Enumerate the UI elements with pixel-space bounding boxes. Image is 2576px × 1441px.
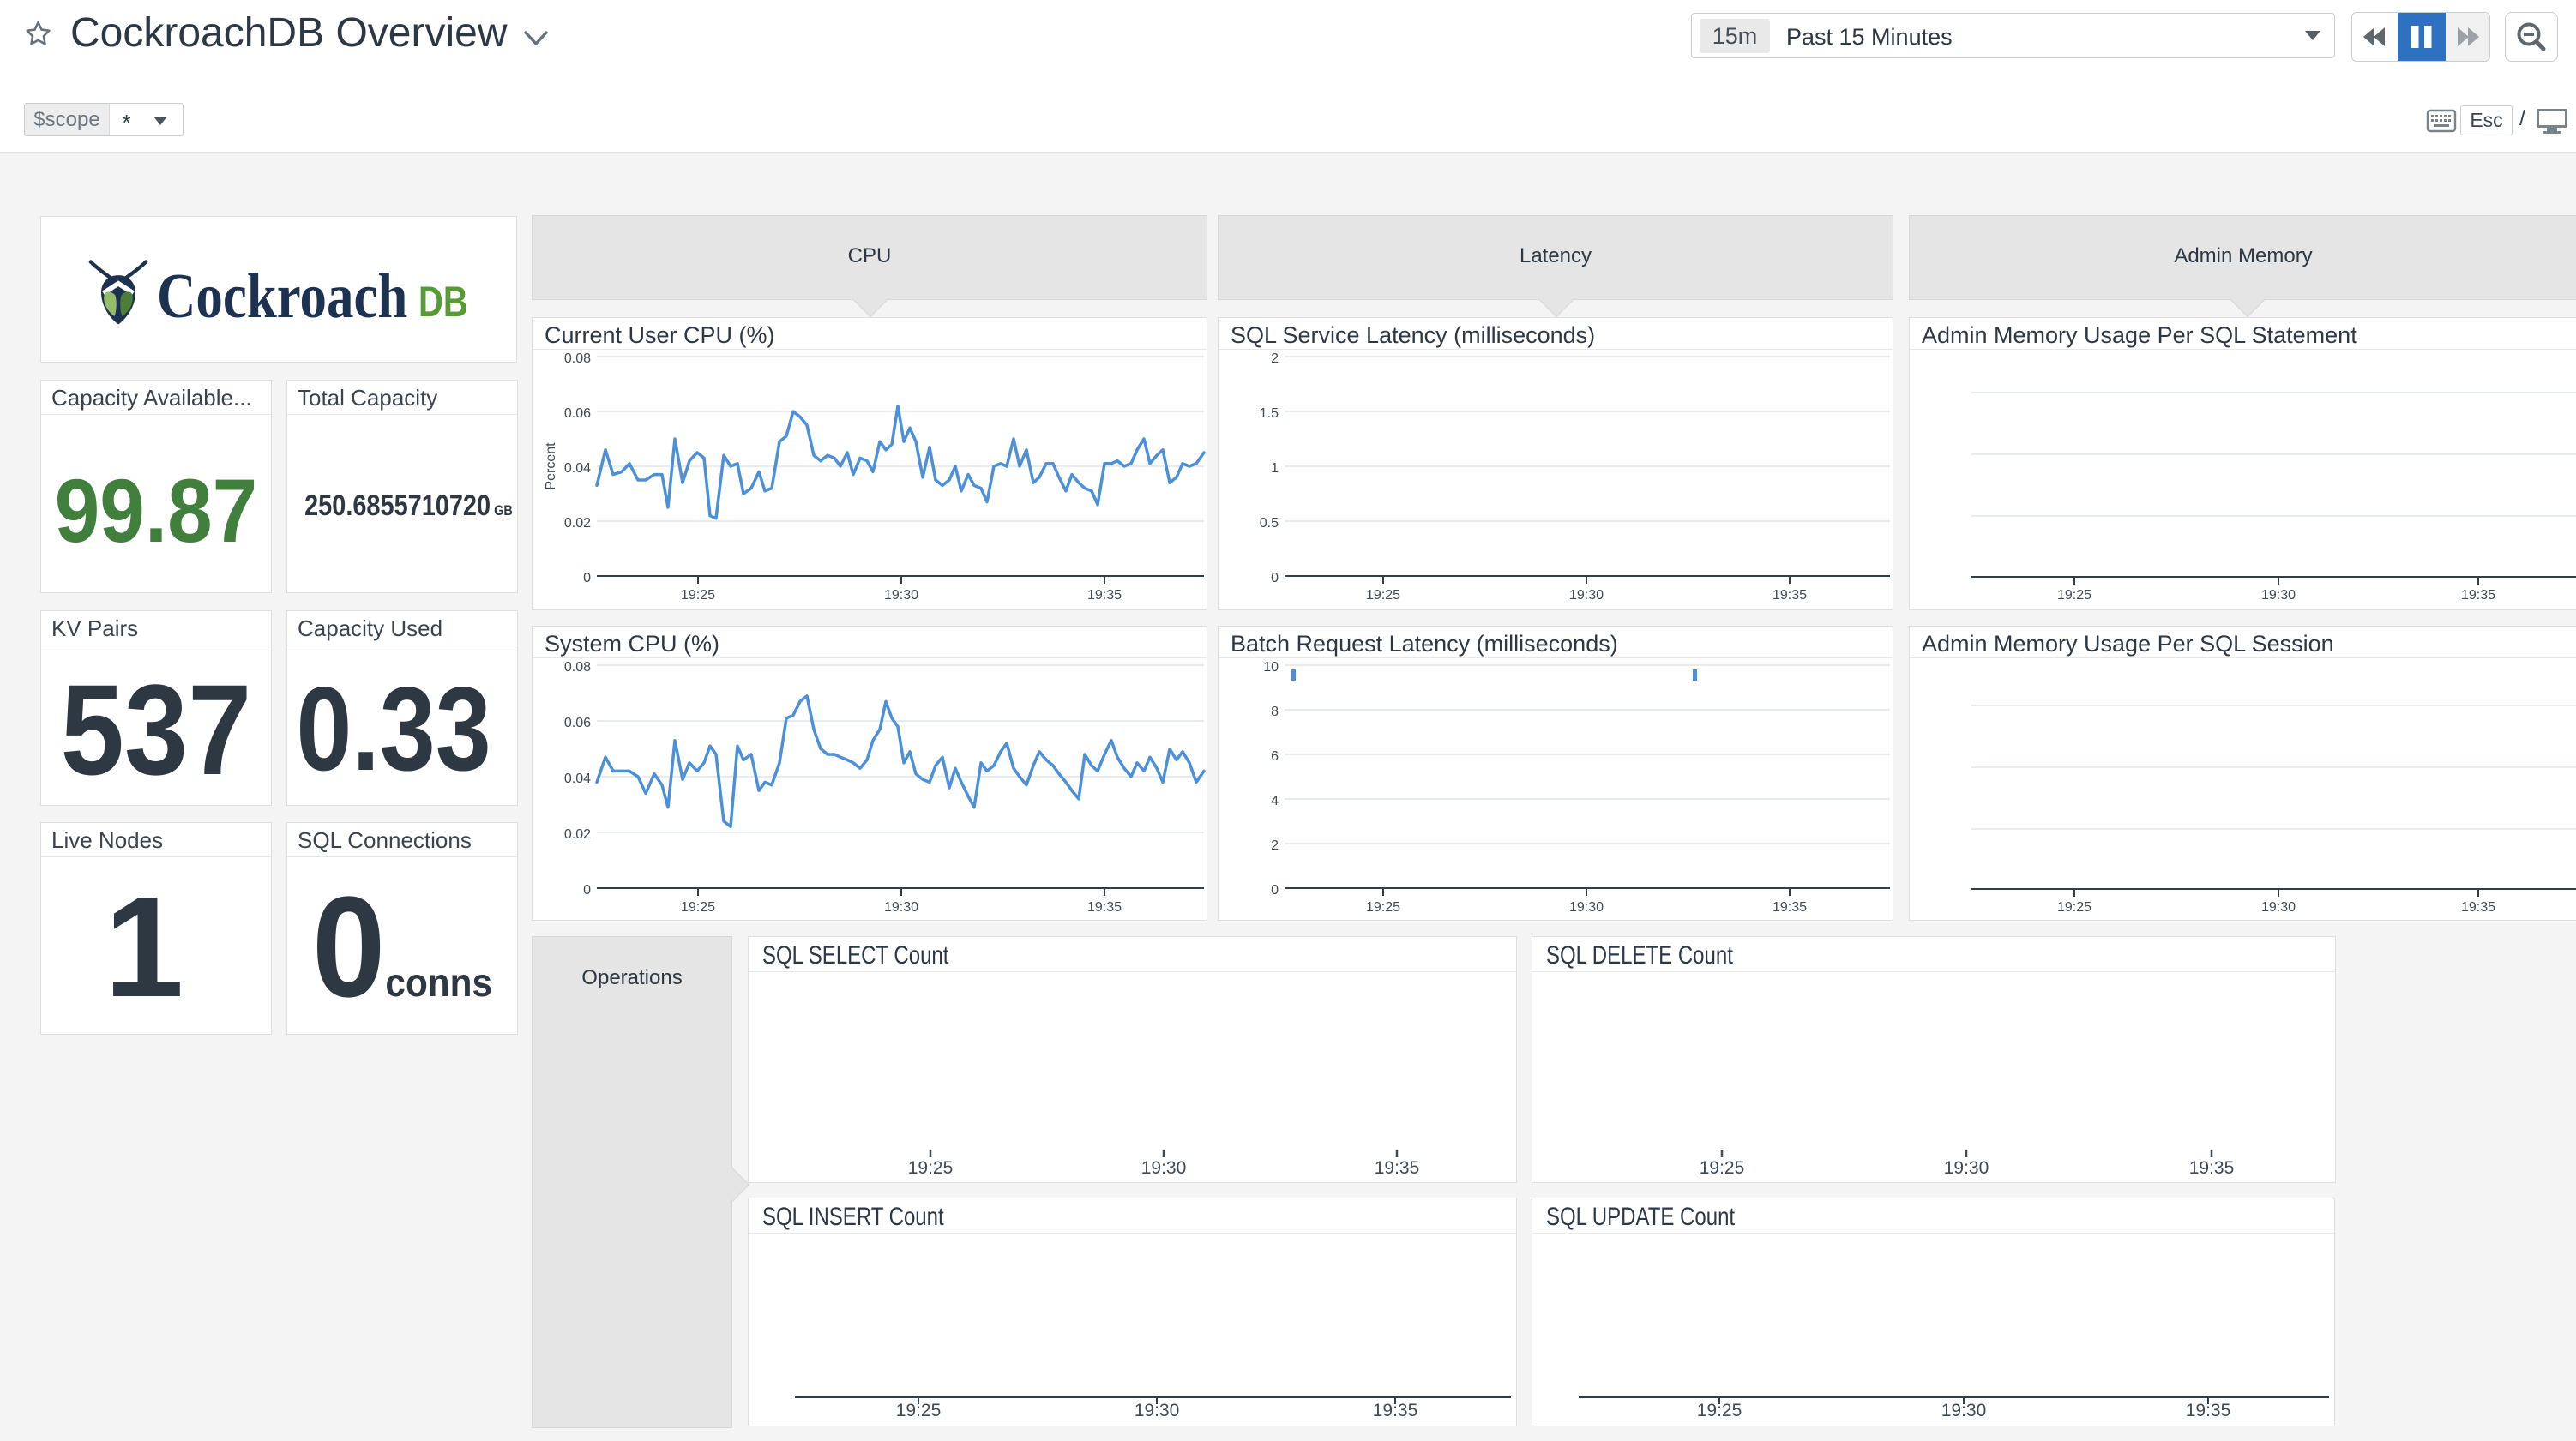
svg-text:0.06: 0.06	[564, 406, 591, 421]
svg-text:0: 0	[583, 571, 591, 585]
svg-text:0.04: 0.04	[564, 461, 591, 476]
svg-text:19:30: 19:30	[1944, 1158, 1989, 1178]
svg-text:19:25: 19:25	[681, 900, 715, 915]
svg-text:4: 4	[1271, 794, 1279, 808]
svg-text:19:30: 19:30	[884, 900, 918, 915]
svg-text:0: 0	[583, 883, 591, 898]
svg-text:19:25: 19:25	[681, 588, 715, 603]
svg-text:19:35: 19:35	[2461, 900, 2495, 915]
svg-text:0.06: 0.06	[564, 716, 591, 730]
svg-text:0: 0	[1271, 571, 1279, 585]
svg-text:0.08: 0.08	[564, 660, 591, 675]
svg-text:10: 10	[1263, 660, 1279, 675]
svg-text:19:25: 19:25	[908, 1158, 954, 1178]
svg-text:19:30: 19:30	[1569, 900, 1604, 915]
svg-text:0.5: 0.5	[1260, 516, 1279, 531]
svg-text:2: 2	[1271, 838, 1279, 853]
svg-text:0.04: 0.04	[564, 772, 591, 786]
svg-text:19:25: 19:25	[1700, 1158, 1745, 1178]
svg-text:19:35: 19:35	[1773, 588, 1807, 603]
svg-text:1.5: 1.5	[1260, 406, 1279, 421]
svg-text:19:30: 19:30	[1569, 588, 1604, 603]
svg-text:19:35: 19:35	[2189, 1158, 2235, 1178]
svg-text:19:25: 19:25	[896, 1401, 942, 1420]
svg-text:19:25: 19:25	[1366, 900, 1400, 915]
svg-text:0.02: 0.02	[564, 827, 591, 842]
svg-text:0.08: 0.08	[564, 351, 591, 366]
svg-text:19:35: 19:35	[2186, 1401, 2231, 1420]
svg-text:19:30: 19:30	[2261, 588, 2296, 603]
svg-text:8: 8	[1271, 705, 1279, 719]
svg-text:19:25: 19:25	[2057, 900, 2091, 915]
svg-text:0: 0	[1271, 883, 1279, 898]
svg-text:0.02: 0.02	[564, 516, 591, 531]
svg-text:19:30: 19:30	[1941, 1401, 1987, 1420]
svg-text:19:30: 19:30	[2261, 900, 2296, 915]
svg-text:19:35: 19:35	[1375, 1158, 1420, 1178]
svg-text:19:35: 19:35	[1373, 1401, 1418, 1420]
svg-text:19:25: 19:25	[1366, 588, 1400, 603]
svg-text:19:25: 19:25	[2057, 588, 2091, 603]
svg-text:19:35: 19:35	[1773, 900, 1807, 915]
svg-text:19:25: 19:25	[1697, 1401, 1742, 1420]
svg-text:1: 1	[1271, 461, 1279, 476]
svg-text:2: 2	[1271, 351, 1279, 366]
svg-text:19:35: 19:35	[1087, 900, 1122, 915]
svg-text:19:30: 19:30	[1135, 1401, 1180, 1420]
svg-text:19:35: 19:35	[1087, 588, 1122, 603]
svg-text:Percent: Percent	[544, 442, 558, 490]
svg-text:19:35: 19:35	[2461, 588, 2495, 603]
svg-text:19:30: 19:30	[884, 588, 918, 603]
svg-text:6: 6	[1271, 749, 1279, 764]
svg-text:19:30: 19:30	[1141, 1158, 1187, 1178]
